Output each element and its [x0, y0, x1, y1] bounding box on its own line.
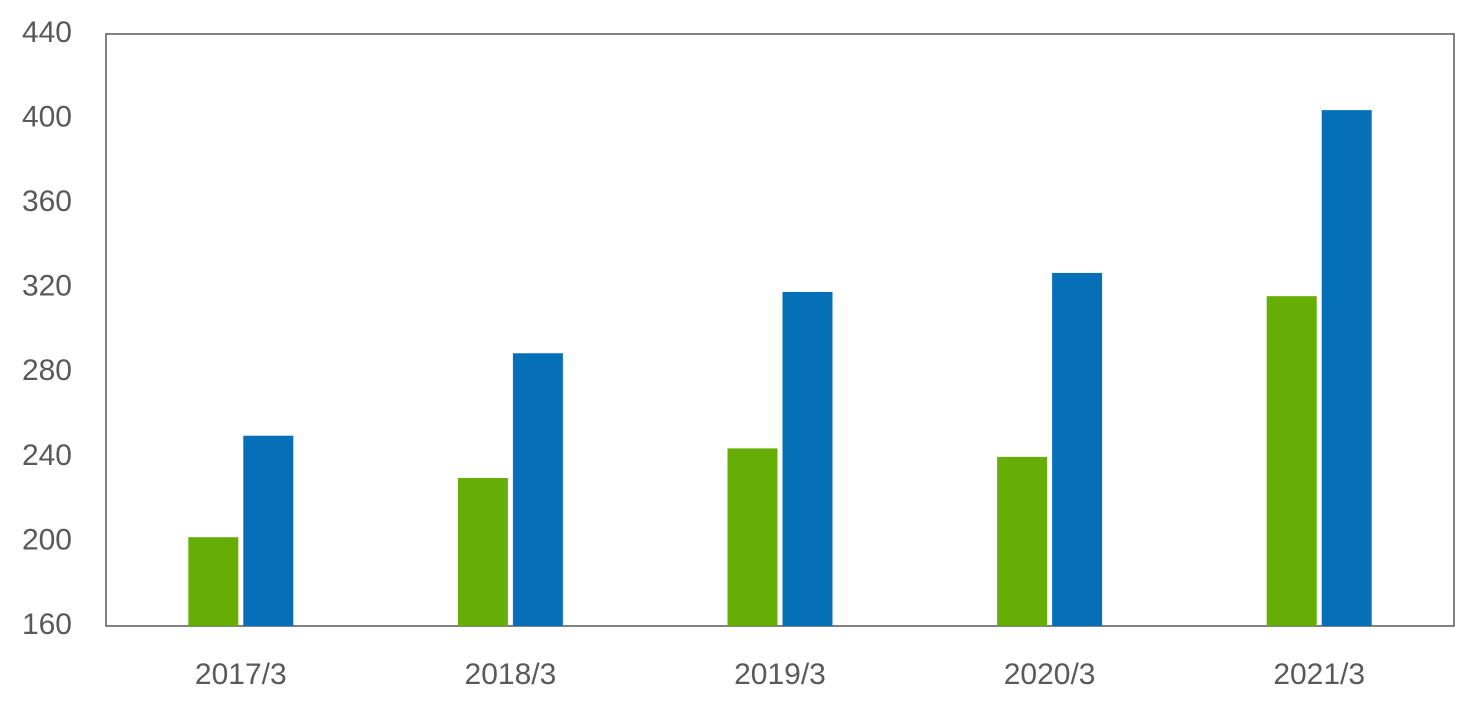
y-tick-label: 360: [22, 185, 72, 218]
y-tick-label: 280: [22, 354, 72, 387]
bar: [727, 448, 778, 626]
bar: [512, 353, 563, 626]
x-tick-label: 2021/3: [1273, 658, 1365, 691]
bar: [188, 537, 239, 626]
x-tick-label: 2020/3: [1004, 658, 1096, 691]
y-tick-label: 400: [22, 100, 72, 133]
x-tick-label: 2019/3: [734, 658, 826, 691]
y-tick-label: 160: [22, 608, 72, 641]
y-tick-label: 440: [22, 16, 72, 49]
bar: [243, 435, 294, 626]
y-tick-label: 200: [22, 523, 72, 556]
bar: [782, 291, 833, 626]
y-tick-label: 320: [22, 270, 72, 303]
bar: [457, 478, 508, 626]
y-tick-label: 240: [22, 439, 72, 472]
bar: [1052, 272, 1103, 626]
bar: [997, 456, 1048, 626]
bar: [1266, 296, 1317, 626]
x-tick-label: 2017/3: [195, 658, 287, 691]
x-tick-label: 2018/3: [465, 658, 557, 691]
bar: [1321, 110, 1372, 627]
plot-frame: [105, 33, 1455, 627]
